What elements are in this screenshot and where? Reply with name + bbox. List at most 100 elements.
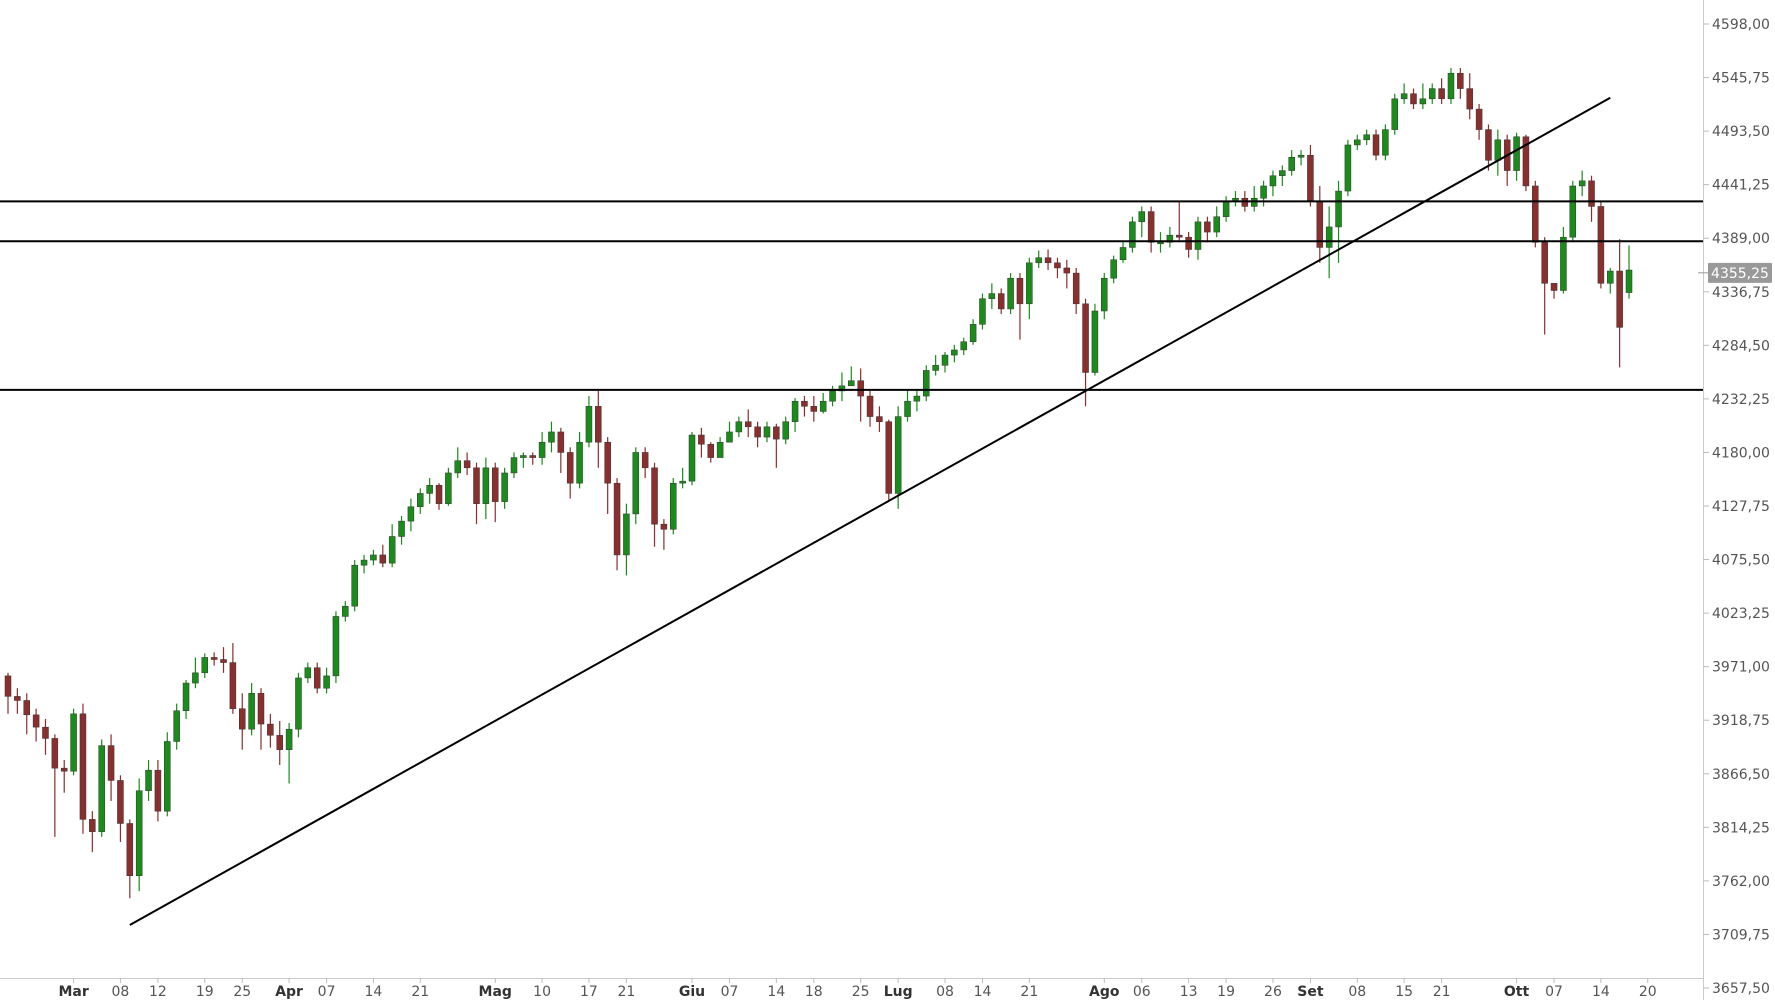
candle-body xyxy=(651,467,658,525)
trend-line[interactable] xyxy=(129,96,1611,926)
y-tick-label: 4545,75 xyxy=(1712,71,1770,87)
candle xyxy=(60,759,68,793)
candle xyxy=(126,819,134,899)
candle-body xyxy=(182,682,190,711)
candle-body xyxy=(520,455,527,458)
candle-body xyxy=(1185,236,1192,250)
x-tick-label: Set xyxy=(1297,984,1324,1000)
candle-body xyxy=(529,455,536,458)
candle-body xyxy=(135,790,143,877)
candle-body xyxy=(1016,277,1024,305)
candle xyxy=(210,652,218,666)
candle-body xyxy=(1176,234,1183,238)
x-tick-label: Ago xyxy=(1089,984,1120,1000)
candle-body xyxy=(1391,98,1399,130)
candle xyxy=(379,544,387,568)
candle xyxy=(1532,180,1539,248)
candle xyxy=(876,406,883,432)
candle xyxy=(323,667,330,694)
candle xyxy=(1204,216,1211,243)
candle xyxy=(435,483,443,510)
candle xyxy=(426,478,433,504)
candle xyxy=(1119,242,1127,263)
candle xyxy=(285,723,293,784)
candle xyxy=(1616,239,1623,368)
candle-body xyxy=(763,426,771,438)
candle xyxy=(754,421,761,448)
candle xyxy=(388,524,396,568)
y-tick-label: 4493,50 xyxy=(1712,124,1770,140)
x-tick-label: 12 xyxy=(149,984,167,1000)
y-tick-label: 4389,00 xyxy=(1712,231,1770,247)
x-tick-label: 07 xyxy=(721,984,739,1000)
candle-body xyxy=(585,406,593,443)
candle xyxy=(1157,232,1164,253)
candle-body xyxy=(707,443,714,458)
x-tick-label: 07 xyxy=(1545,984,1563,1000)
candle xyxy=(951,344,958,363)
candle-body xyxy=(32,714,40,728)
candle-body xyxy=(1213,216,1220,233)
candle xyxy=(1091,303,1099,376)
last-price-tag-box xyxy=(1708,262,1772,283)
candle xyxy=(641,447,649,479)
candle xyxy=(538,431,546,465)
candle xyxy=(164,732,171,817)
candle-body xyxy=(801,400,808,407)
candle xyxy=(1026,257,1033,320)
candle xyxy=(1466,73,1473,120)
candle xyxy=(791,398,799,432)
candle xyxy=(913,390,921,412)
candle xyxy=(1438,78,1445,104)
candle xyxy=(42,718,49,755)
candle-body xyxy=(1166,234,1174,243)
x-tick-label: 17 xyxy=(580,984,598,1000)
candle xyxy=(941,351,949,373)
x-tick-label: 21 xyxy=(618,984,636,1000)
candle xyxy=(370,549,377,566)
candle-body xyxy=(735,421,743,433)
candle xyxy=(773,423,780,468)
candle-body xyxy=(641,452,649,469)
y-axis: 3657,50 3709,75 3762,00 3814,25 3866,50 3918,… xyxy=(1703,17,1770,997)
candle-body xyxy=(1110,259,1117,279)
candle-body xyxy=(1260,185,1267,199)
y-tick-label: 3814,25 xyxy=(1712,820,1770,836)
candle-body xyxy=(426,484,433,494)
candle xyxy=(445,467,452,506)
candle-body xyxy=(1072,272,1080,305)
candle-body xyxy=(1054,262,1061,269)
candle xyxy=(220,647,227,673)
candle xyxy=(1213,206,1220,238)
candle xyxy=(89,811,96,853)
candle xyxy=(51,734,59,837)
candle xyxy=(632,447,640,525)
candle-body xyxy=(1513,136,1520,171)
candle-body xyxy=(1082,303,1089,373)
candle xyxy=(679,467,686,489)
y-tick-label: 3709,75 xyxy=(1712,927,1770,943)
candle-body xyxy=(60,767,68,772)
candle xyxy=(463,452,471,475)
x-axis: Mar 08 12 19 25 Apr 07 14 21 Mag 10 17 21 Giu 07 14 18 25… xyxy=(58,978,1657,1000)
candle-body xyxy=(276,735,283,750)
candle-body xyxy=(1026,262,1033,305)
candle-body xyxy=(107,745,115,781)
x-tick-label: Mar xyxy=(58,984,88,1000)
candle xyxy=(1129,216,1136,253)
candle xyxy=(229,643,237,714)
candle-body xyxy=(126,823,134,877)
x-tick-label: 08 xyxy=(112,984,130,1000)
candle-body xyxy=(4,675,12,697)
candle xyxy=(585,396,593,448)
candle xyxy=(107,734,115,801)
candle xyxy=(1400,83,1408,104)
candle-body xyxy=(660,523,668,530)
candle xyxy=(801,396,808,417)
candle xyxy=(1410,88,1417,110)
candle-body xyxy=(632,452,640,515)
candle-body xyxy=(70,713,77,772)
candle xyxy=(1513,132,1520,181)
candle-body xyxy=(997,293,1005,310)
